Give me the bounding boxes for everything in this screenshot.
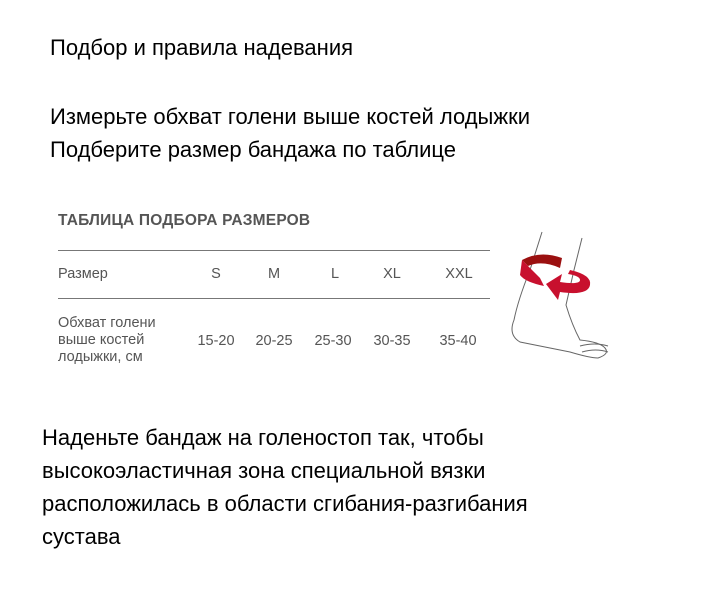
range-cell: 25-30 <box>314 333 352 349</box>
row-header-girth: Обхват голени выше костей лодыжки, см <box>58 315 156 366</box>
heading: Подбор и правила надевания <box>50 35 354 60</box>
arrow-left-icon <box>520 260 544 286</box>
band-back-icon <box>522 254 562 268</box>
size-cell: L <box>330 266 340 282</box>
instruction-measure: Измерьте обхват голени выше костей лодыж… <box>50 104 531 129</box>
range-cell: 15-20 <box>197 333 235 349</box>
table-title: ТАБЛИЦА ПОДБОРА РАЗМЕРОВ <box>58 212 311 229</box>
size-cell: XL <box>383 266 401 282</box>
size-cell: M <box>267 266 281 282</box>
row-header-line: Обхват голени <box>58 315 156 331</box>
row-header-line: выше костей <box>58 332 145 348</box>
divider <box>58 250 490 251</box>
divider <box>58 298 490 299</box>
ankle-illustration <box>511 231 609 359</box>
range-cell: 35-40 <box>439 333 477 349</box>
footer-line: сустава <box>42 524 121 549</box>
size-cell: XXL <box>445 266 473 282</box>
size-cell: S <box>211 266 221 282</box>
footer-line: Наденьте бандаж на голеностоп так, чтобы <box>42 425 484 450</box>
row-header-size: Размер <box>58 266 108 282</box>
row-header-line: лодыжки, см <box>58 349 143 365</box>
instruction-select: Подберите размер бандажа по таблице <box>50 137 456 162</box>
range-cell: 20-25 <box>255 333 293 349</box>
footer-line: расположилась в области сгибания-разгиба… <box>42 491 528 516</box>
foot-outline-icon <box>511 231 607 359</box>
rotation-arrow-icon <box>546 270 591 300</box>
range-cell: 30-35 <box>373 333 411 349</box>
footer-line: высокоэластичная зона специальной вязки <box>42 458 486 483</box>
toes-icon <box>579 343 609 353</box>
